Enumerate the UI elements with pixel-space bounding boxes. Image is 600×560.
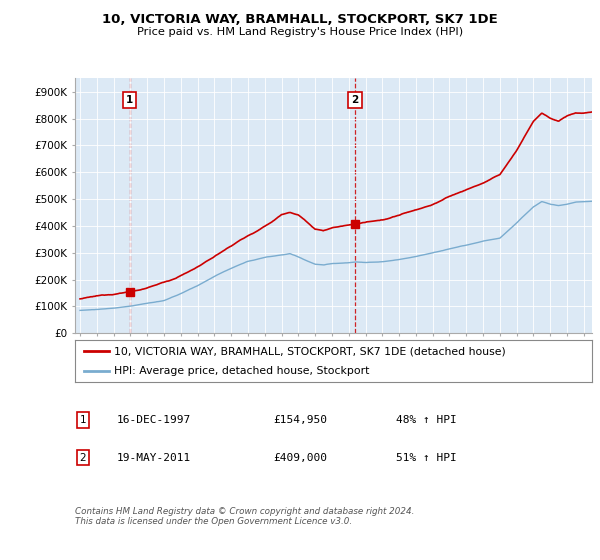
Text: Contains HM Land Registry data © Crown copyright and database right 2024.
This d: Contains HM Land Registry data © Crown c…: [75, 507, 415, 526]
Text: HPI: Average price, detached house, Stockport: HPI: Average price, detached house, Stoc…: [114, 366, 369, 376]
Text: 10, VICTORIA WAY, BRAMHALL, STOCKPORT, SK7 1DE: 10, VICTORIA WAY, BRAMHALL, STOCKPORT, S…: [102, 13, 498, 26]
Text: £154,950: £154,950: [273, 415, 327, 425]
Text: 1: 1: [79, 415, 86, 425]
Text: 1: 1: [126, 95, 133, 105]
Text: 48% ↑ HPI: 48% ↑ HPI: [396, 415, 457, 425]
Text: 16-DEC-1997: 16-DEC-1997: [117, 415, 191, 425]
Text: 19-MAY-2011: 19-MAY-2011: [117, 452, 191, 463]
Text: 51% ↑ HPI: 51% ↑ HPI: [396, 452, 457, 463]
Text: £409,000: £409,000: [273, 452, 327, 463]
Text: 2: 2: [352, 95, 359, 105]
Text: 2: 2: [79, 452, 86, 463]
Text: 10, VICTORIA WAY, BRAMHALL, STOCKPORT, SK7 1DE (detached house): 10, VICTORIA WAY, BRAMHALL, STOCKPORT, S…: [114, 346, 506, 356]
Text: Price paid vs. HM Land Registry's House Price Index (HPI): Price paid vs. HM Land Registry's House …: [137, 27, 463, 38]
